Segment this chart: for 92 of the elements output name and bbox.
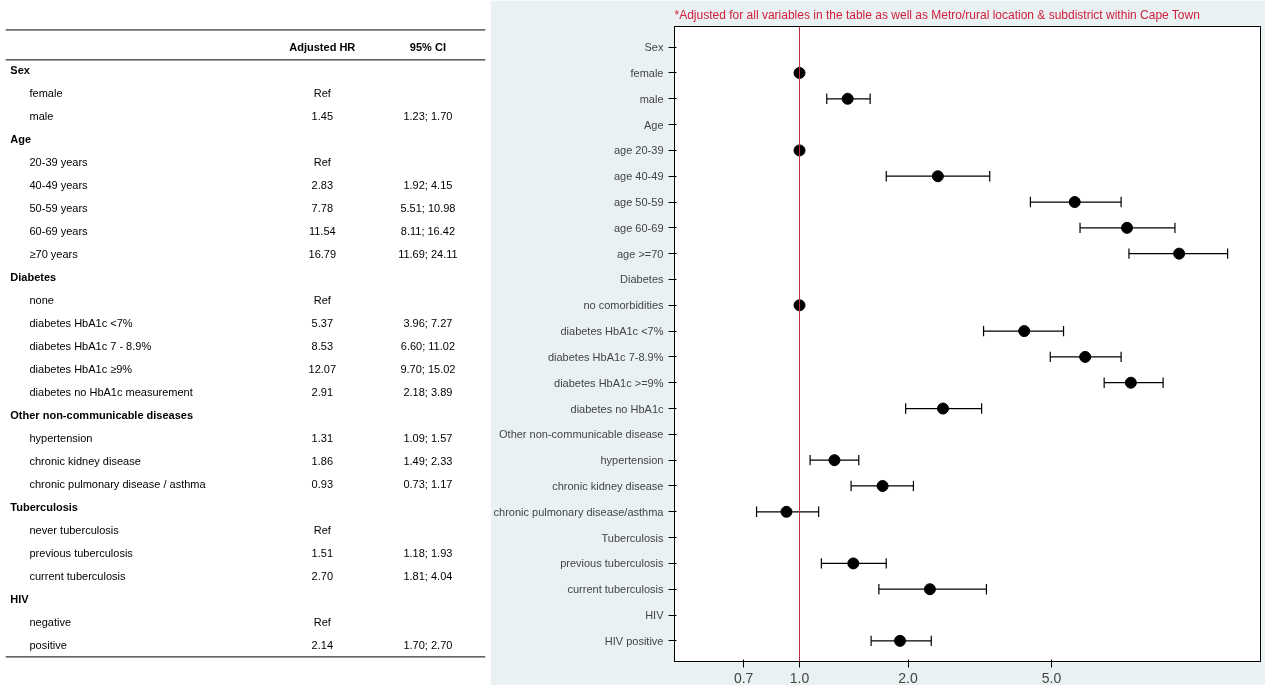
category-label: 50-59 years — [29, 202, 88, 215]
text: 0.73; 1.17 — [403, 478, 453, 491]
y-tick-label: age 50-59 — [613, 196, 664, 209]
y-tick-label: diabetes HbA1c 7-8.9% — [547, 350, 664, 363]
text: 1.86 — [311, 455, 334, 468]
y-tick-label: HIV — [645, 609, 665, 622]
text: 9.70; 15.02 — [400, 363, 456, 376]
text: 2.18; 3.89 — [403, 386, 453, 399]
y-tick-label: male — [639, 92, 664, 105]
category-label: diabetes no HbA1c measurement — [29, 386, 193, 399]
text: 1.49; 2.33 — [403, 455, 453, 468]
category-label: Diabetes — [10, 271, 57, 284]
text: 0.93 — [311, 478, 334, 491]
text: 11.69; 24.11 — [398, 248, 458, 261]
y-tick-label: Tuberculosis — [601, 531, 664, 544]
y-tick-label: Other non-communicable disease — [499, 428, 664, 441]
x-tick-label: 1.0 — [789, 669, 810, 686]
text: Ref — [313, 616, 331, 629]
text: 11.54 — [308, 225, 336, 238]
text: 2.91 — [311, 386, 334, 399]
category-label: 40-49 years — [29, 179, 88, 192]
category-label: negative — [29, 616, 72, 629]
y-tick-label: diabetes no HbA1c — [570, 402, 664, 415]
y-tick-label: chronic kidney disease — [552, 479, 664, 492]
category-label: none — [29, 294, 54, 307]
category-label: never tuberculosis — [29, 524, 119, 537]
category-label: previous tuberculosis — [29, 547, 133, 560]
category-label: current tuberculosis — [29, 570, 126, 583]
category-label: positive — [29, 639, 67, 652]
x-tick-label: 2.0 — [898, 669, 918, 686]
text: Ref — [313, 156, 331, 169]
text: 1.31 — [311, 432, 334, 445]
text: 1.23; 1.70 — [403, 110, 453, 123]
text: 1.09; 1.57 — [403, 432, 453, 445]
text: 16.79 — [308, 248, 337, 261]
category-label: female — [29, 87, 63, 100]
y-tick-label: age 40-49 — [613, 170, 664, 183]
category-label: HIV — [10, 593, 29, 606]
text: 8.11; 16.42 — [400, 225, 456, 238]
category-label: hypertension — [29, 432, 93, 445]
text: 2.14 — [311, 639, 334, 652]
text: 1.51 — [311, 547, 334, 560]
y-tick-label: Diabetes — [620, 273, 664, 286]
text: Ref — [313, 87, 331, 100]
y-tick-label: Age — [643, 118, 664, 131]
y-tick-label: diabetes HbA1c <7% — [560, 325, 664, 338]
y-tick-label: hypertension — [600, 454, 664, 467]
category-label: 95% CI — [409, 41, 446, 54]
y-tick-label: diabetes HbA1c >=9% — [554, 376, 664, 389]
category-label: chronic pulmonary disease / asthma — [29, 478, 206, 491]
text: 6.60; 11.02 — [400, 340, 456, 353]
y-tick-label: chronic pulmonary disease/asthma — [493, 505, 665, 518]
category-label: Sex — [10, 64, 30, 77]
x-tick-label: 5.0 — [1041, 669, 1062, 686]
text: 7.78 — [311, 202, 334, 215]
text: Ref — [313, 294, 331, 307]
text: 12.07 — [308, 363, 337, 376]
text: 1.81; 4.04 — [403, 570, 453, 583]
text: 2.83 — [311, 179, 334, 192]
text: Ref — [313, 524, 331, 537]
category-label: ≥70 years — [29, 248, 78, 261]
text: 3.96; 7.27 — [403, 317, 453, 330]
category-label: diabetes HbA1c ≥9% — [29, 363, 133, 376]
category-label: Adjusted HR — [289, 41, 356, 54]
category-label: Tuberculosis — [10, 501, 78, 514]
text: 5.51; 10.98 — [400, 202, 456, 215]
text: 1.18; 1.93 — [403, 547, 453, 560]
y-tick-label: previous tuberculosis — [560, 557, 664, 570]
category-label: diabetes HbA1c 7 - 8.9% — [29, 340, 152, 353]
y-tick-label: Sex — [644, 41, 664, 54]
text: *Adjusted for all variables in the table as well as Metro/rural location & subdistrict within Cape Town — [674, 7, 1200, 22]
text: 1.92; 4.15 — [403, 179, 453, 192]
category-label: 20-39 years — [29, 156, 88, 169]
y-tick-label: age 60-69 — [613, 221, 664, 234]
text: 8.53 — [311, 340, 334, 353]
x-tick-label: 0.7 — [733, 669, 754, 686]
y-tick-label: age >=70 — [617, 247, 664, 260]
text: 1.45 — [311, 110, 334, 123]
y-tick-label: current tuberculosis — [567, 583, 664, 596]
y-tick-label: HIV positive — [604, 634, 664, 647]
y-tick-label: age 20-39 — [613, 144, 664, 157]
category-label: 60-69 years — [29, 225, 88, 238]
category-label: diabetes HbA1c <7% — [29, 317, 133, 330]
text: 5.37 — [311, 317, 334, 330]
category-label: male — [29, 110, 54, 123]
category-label: Other non-communicable diseases — [10, 409, 194, 422]
text: 1.70; 2.70 — [403, 639, 453, 652]
y-tick-label: no comorbidities — [583, 299, 664, 312]
text: 2.70 — [311, 570, 334, 583]
y-tick-label: female — [630, 66, 664, 79]
category-label: chronic kidney disease — [29, 455, 141, 468]
category-label: Age — [10, 133, 32, 146]
